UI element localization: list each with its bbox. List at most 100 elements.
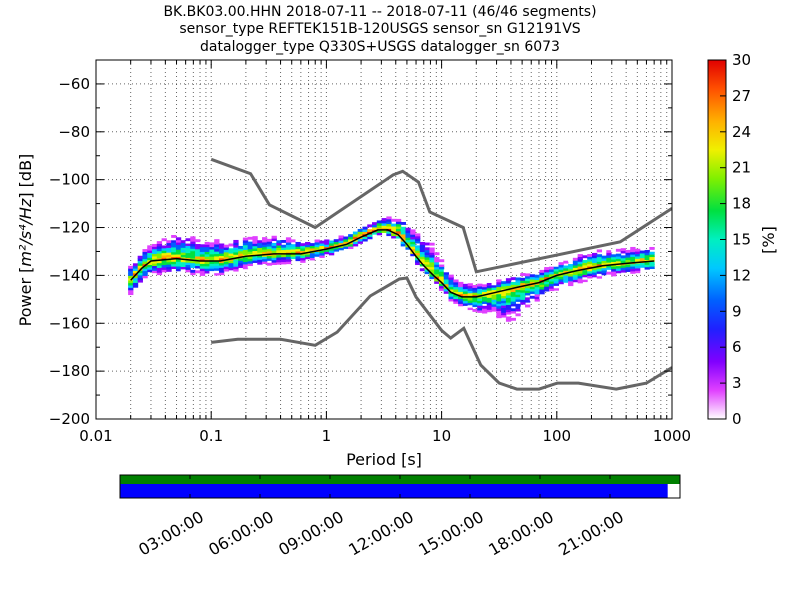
- timeline-tick-label: 15:00:00: [415, 507, 487, 559]
- heatmap-cell: [472, 289, 478, 293]
- heatmap-cell: [443, 269, 450, 273]
- heatmap-cell: [587, 254, 593, 257]
- heatmap-cell: [233, 263, 239, 267]
- heatmap-cell: [606, 257, 612, 261]
- heatmap-cell: [171, 254, 177, 258]
- heatmap-cell: [481, 291, 488, 295]
- heatmap-cell: [419, 241, 426, 245]
- heatmap-cell: [405, 246, 411, 250]
- heatmap-cell: [582, 260, 588, 263]
- heatmap-cell: [611, 256, 617, 260]
- heatmap-cell: [582, 274, 588, 278]
- heatmap-cell: [472, 299, 478, 303]
- heatmap-cell: [458, 296, 464, 300]
- heatmap-cell: [615, 248, 622, 252]
- heatmap-cell: [400, 233, 406, 237]
- heatmap-cell: [587, 258, 593, 262]
- heatmap-cell: [486, 304, 493, 308]
- heatmap-cell: [252, 252, 258, 256]
- heatmap-cell: [328, 250, 335, 253]
- heatmap-cell: [525, 290, 531, 294]
- heatmap-cell: [367, 233, 373, 237]
- colorbar-tick-label: 9: [732, 302, 742, 320]
- heatmap-cell: [285, 242, 292, 245]
- heatmap-cell: [180, 249, 186, 253]
- heatmap-cell: [295, 239, 301, 242]
- heatmap-cell: [175, 268, 182, 272]
- low-noise-model-line: [211, 276, 672, 391]
- heatmap-cell: [510, 277, 516, 281]
- heatmap-cell: [462, 302, 469, 306]
- heatmap-cell: [505, 285, 512, 289]
- heatmap-cell: [137, 258, 143, 262]
- heatmap-cell: [142, 249, 148, 252]
- heatmap-cell: [257, 254, 263, 258]
- heatmap-cell: [209, 258, 215, 262]
- heatmap-cell: [175, 261, 182, 265]
- heatmap-cell: [190, 272, 196, 276]
- heatmap-cell: [156, 241, 163, 245]
- heatmap-cell: [290, 251, 296, 255]
- heatmap-cell: [161, 269, 167, 273]
- heatmap-cell: [601, 258, 607, 261]
- heatmap-cell: [438, 259, 445, 263]
- heatmap-cell: [496, 312, 502, 316]
- heatmap-cell: [242, 242, 249, 246]
- timeline-tick-label: 21:00:00: [555, 507, 627, 559]
- heatmap-cell: [596, 275, 603, 279]
- heatmap-cell: [486, 299, 493, 303]
- heatmap-cell: [142, 253, 148, 257]
- heatmap-cell: [448, 296, 454, 300]
- heatmap-cell: [515, 306, 521, 310]
- heatmap-cell: [496, 298, 502, 302]
- heatmap-cell: [152, 246, 158, 250]
- heatmap-cell: [195, 246, 201, 250]
- heatmap-cell: [395, 221, 402, 225]
- heatmap-cell: [295, 246, 301, 250]
- heatmap-cell: [520, 289, 526, 293]
- heatmap-cell: [587, 270, 593, 274]
- heatmap-cell: [434, 273, 440, 277]
- heatmap-cell: [266, 238, 273, 242]
- heatmap-cell: [233, 268, 239, 272]
- heatmap-cell: [481, 305, 488, 309]
- heatmap-cell: [577, 258, 583, 262]
- heatmap-cell: [199, 261, 206, 264]
- heatmap-cell: [152, 258, 158, 262]
- heatmap-cell: [611, 249, 617, 253]
- heatmap-cell: [209, 249, 215, 252]
- heatmap-cell: [391, 228, 397, 232]
- heatmap-cell: [563, 267, 569, 271]
- heatmap-cell: [262, 241, 268, 245]
- heatmap-cell: [486, 287, 493, 291]
- y-axis-label-suffix: ] [dB]: [16, 154, 35, 199]
- heatmap-cell: [539, 281, 545, 285]
- heatmap-cell: [630, 256, 636, 260]
- x-axis-label: Period [s]: [346, 450, 422, 469]
- heatmap-cell: [472, 294, 478, 298]
- heatmap-cell: [166, 245, 172, 248]
- heatmap-cell: [142, 273, 148, 276]
- heatmap-cell: [596, 268, 603, 272]
- heatmap-cell: [515, 282, 521, 286]
- heatmap-cell: [395, 230, 402, 234]
- heatmap-cell: [166, 254, 172, 258]
- heatmap-cell: [434, 259, 440, 263]
- heatmap-cell: [386, 216, 392, 220]
- heatmap-cell: [166, 264, 172, 268]
- heatmap-cell: [501, 307, 507, 311]
- y-axis: −200 −180 −160 −140 −120 −100 −80 −60: [49, 75, 672, 428]
- heatmap-cell: [214, 253, 220, 257]
- heatmap-cell: [620, 250, 626, 254]
- heatmap-cell: [606, 250, 612, 254]
- heatmap-cell: [152, 260, 158, 264]
- median-line: [130, 229, 655, 298]
- heatmap-cell: [410, 243, 416, 247]
- heatmap-cell: [204, 261, 210, 264]
- heatmap-cell: [548, 271, 555, 275]
- heatmap-cell: [515, 289, 521, 293]
- heatmap-cell: [156, 248, 163, 252]
- heatmap-cell: [548, 285, 555, 289]
- heatmap-cell: [496, 293, 502, 297]
- heatmap-cell: [324, 241, 330, 245]
